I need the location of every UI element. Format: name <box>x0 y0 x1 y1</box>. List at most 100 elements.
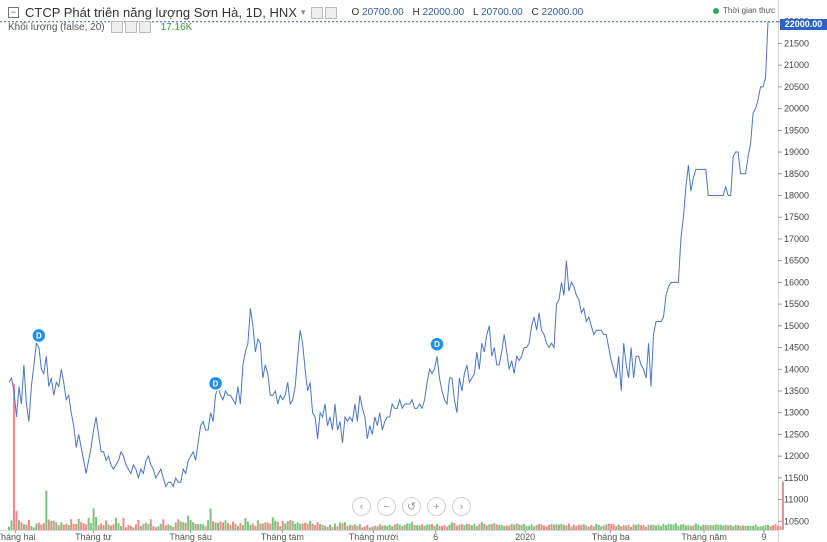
volume-bar <box>533 526 536 530</box>
symbol-title[interactable]: CTCP Phát triên năng lượng Sơn Hà, 1D, H… <box>25 5 297 20</box>
volume-bar <box>503 525 506 530</box>
volume-bar <box>762 526 765 530</box>
volume-bar <box>590 524 593 530</box>
volume-bar <box>276 521 279 530</box>
volume-bar <box>655 525 658 530</box>
volume-bar <box>744 525 747 530</box>
ohlc-low-value: 20700.00 <box>481 7 523 18</box>
volume-bar <box>418 525 421 530</box>
scroll-right-button[interactable]: › <box>452 497 471 516</box>
realtime-label: Thời gian thực <box>723 6 775 15</box>
volume-bar <box>219 521 222 530</box>
volume-bar <box>134 524 137 530</box>
volume-bar <box>393 524 396 530</box>
ohlc-high-label: H <box>412 7 420 18</box>
volume-bar <box>615 526 618 530</box>
volume-bar <box>107 524 110 530</box>
volume-bar <box>127 524 130 530</box>
y-tick-label: 14000 <box>784 364 809 374</box>
volume-bar <box>488 524 491 530</box>
hide-icon[interactable] <box>325 6 338 19</box>
zoom-out-button[interactable]: − <box>377 497 396 516</box>
volume-bar <box>727 525 730 530</box>
volume-bar <box>271 517 274 530</box>
volume-bar <box>647 524 650 530</box>
ohlc-values: O 20700.00 H 22000.00 L 20700.00 C 22000… <box>351 7 589 18</box>
volume-bar <box>719 524 722 530</box>
y-tick-label: 18500 <box>784 169 809 179</box>
volume-hide-icon[interactable] <box>124 21 137 33</box>
volume-bar <box>562 524 565 530</box>
volume-bar <box>684 525 687 530</box>
collapse-icon[interactable]: − <box>8 7 19 18</box>
volume-bar <box>687 525 690 530</box>
volume-bar <box>565 525 568 530</box>
volume-settings-icon[interactable] <box>110 21 123 33</box>
volume-bar <box>77 519 80 530</box>
volume-bar <box>174 522 177 530</box>
volume-bar <box>607 523 610 530</box>
settings-icon[interactable] <box>311 6 324 19</box>
volume-bar <box>42 523 45 530</box>
zoom-in-button[interactable]: + <box>427 497 446 516</box>
dividend-marker[interactable] <box>207 375 224 392</box>
volume-bar <box>147 524 150 530</box>
dividend-marker[interactable] <box>31 327 47 344</box>
volume-bar <box>334 523 336 530</box>
volume-bar <box>659 526 662 530</box>
volume-bar <box>214 522 217 530</box>
volume-bar <box>520 524 523 530</box>
dividend-marker-label: D <box>434 340 440 349</box>
volume-bar <box>229 524 232 530</box>
y-tick-label: 11000 <box>784 495 808 505</box>
volume-bar <box>336 526 339 530</box>
volume-bar <box>348 524 351 530</box>
volume-bar <box>707 525 710 530</box>
volume-bar <box>204 526 207 530</box>
volume-bar <box>498 524 501 530</box>
volume-bar <box>642 525 645 530</box>
volume-bar <box>495 524 498 530</box>
volume-bar <box>413 524 416 530</box>
volume-bar <box>97 525 100 530</box>
volume-bar <box>401 526 404 530</box>
volume-bar <box>32 527 35 530</box>
volume-bar <box>682 524 685 530</box>
volume-bar <box>100 523 103 530</box>
y-tick-label: 14500 <box>784 343 809 353</box>
volume-bar <box>381 525 384 530</box>
volume-bar <box>403 524 406 530</box>
volume-bar <box>67 524 70 530</box>
volume-bar <box>662 524 665 530</box>
volume-bar <box>105 520 108 530</box>
volume-bar <box>729 524 732 530</box>
volume-bar <box>184 522 187 530</box>
volume-bar <box>309 520 312 530</box>
volume-bar <box>468 524 471 530</box>
chart-legend: − CTCP Phát triên năng lượng Sơn Hà, 1D,… <box>0 0 780 38</box>
x-tick-label: Tháng tám <box>261 532 304 542</box>
x-tick-label: Tháng tư <box>75 532 112 542</box>
volume-bar <box>212 521 215 530</box>
volume-bar <box>251 523 254 530</box>
volume-bar <box>416 525 419 530</box>
volume-remove-icon[interactable] <box>138 21 151 33</box>
volume-bar <box>52 520 55 530</box>
scroll-left-button[interactable]: ‹ <box>352 497 371 516</box>
reset-button[interactable]: ↺ <box>402 497 421 516</box>
volume-bar <box>460 524 463 530</box>
volume-bar <box>217 522 220 530</box>
volume-bar <box>436 524 439 530</box>
chevron-down-icon[interactable]: ▾ <box>300 7 306 17</box>
volume-bar <box>199 523 202 530</box>
volume-bar <box>119 526 122 530</box>
dividend-marker[interactable] <box>429 336 445 352</box>
volume-bar <box>557 524 560 530</box>
volume-bar <box>739 525 742 530</box>
volume-bar <box>734 524 737 530</box>
volume-bar <box>625 525 628 530</box>
volume-bar <box>605 524 608 530</box>
volume-row: Khối lượng (false, 20) 17.16K <box>8 21 192 33</box>
volume-label[interactable]: Khối lượng (false, 20) <box>8 21 105 33</box>
